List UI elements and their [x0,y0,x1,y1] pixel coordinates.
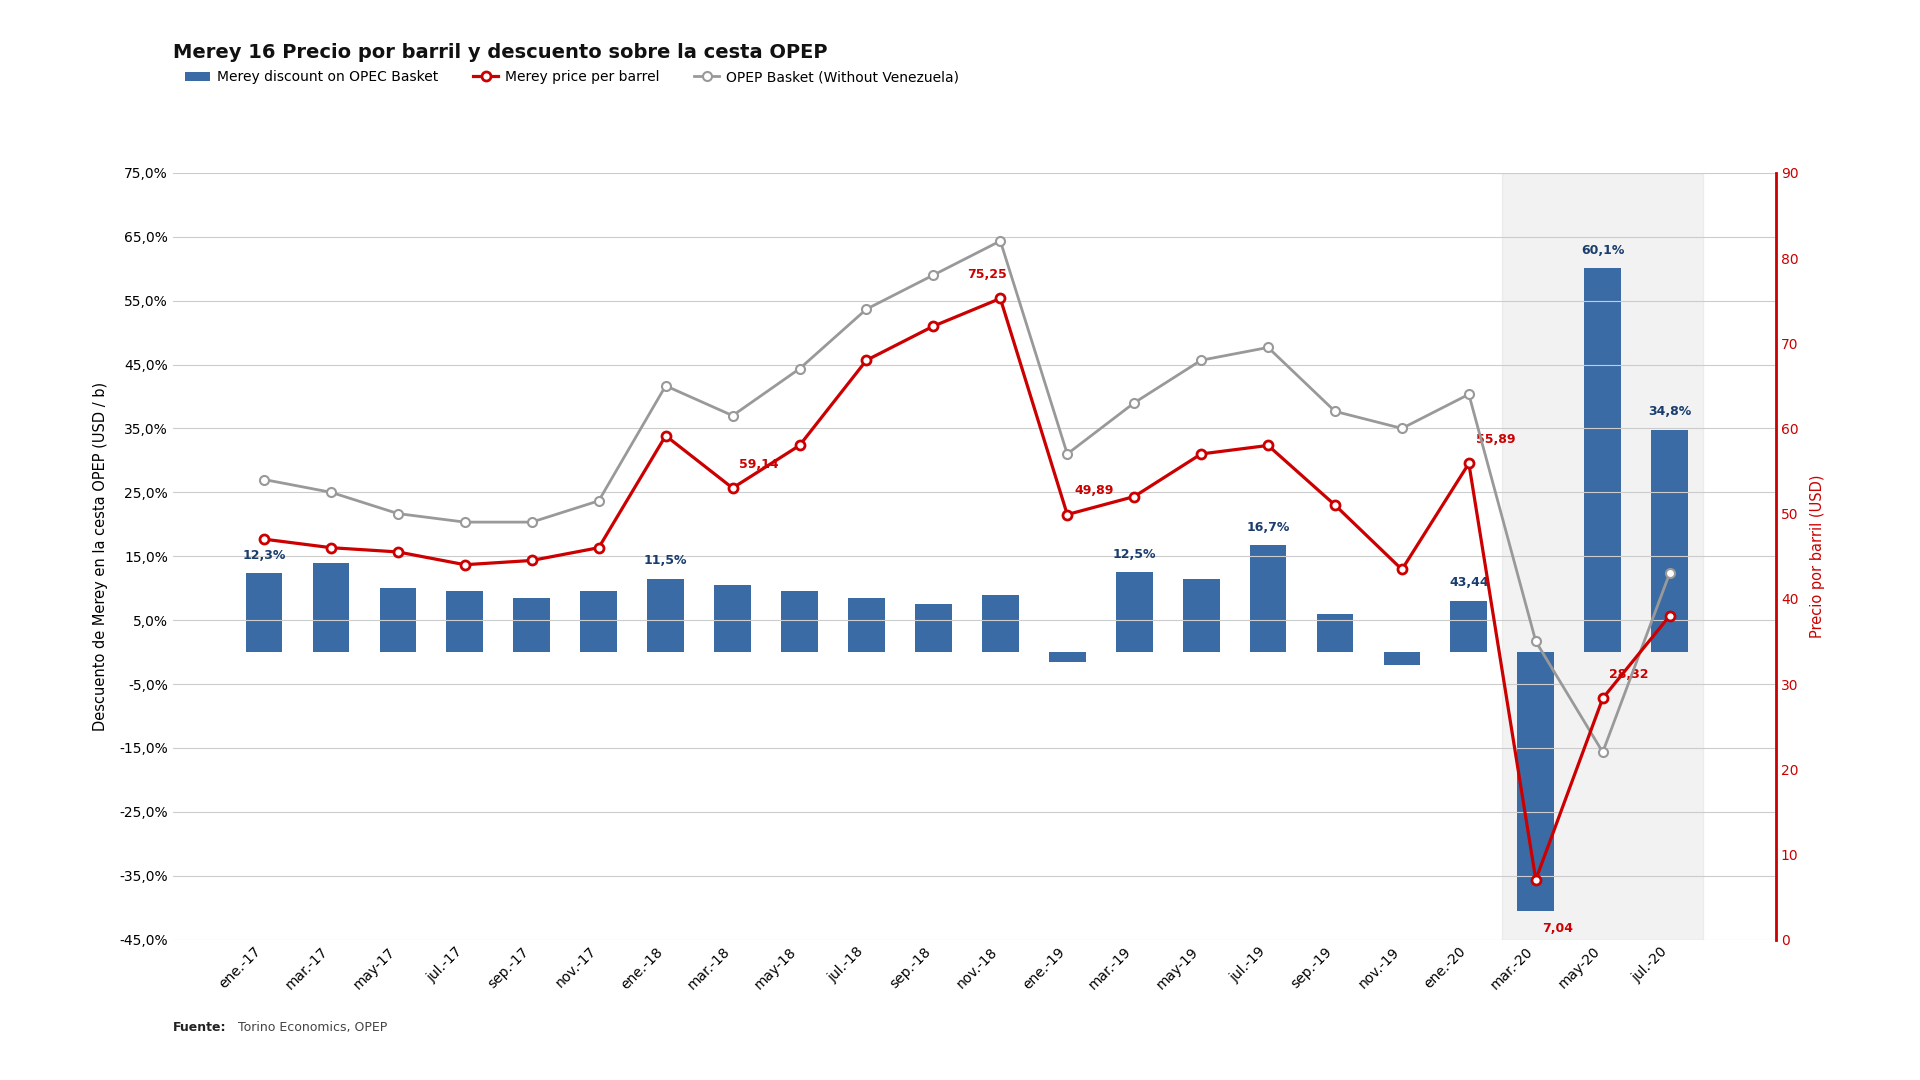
Bar [1048,652,1085,662]
Text: 16,7%: 16,7% [1246,521,1290,534]
Text: 60,1%: 60,1% [1580,243,1624,257]
Text: 7,04: 7,04 [1542,922,1574,935]
Text: 28,32: 28,32 [1609,669,1649,681]
Bar [849,597,885,652]
Legend: Merey discount on OPEC Basket, Merey price per barrel, OPEP Basket (Without Vene: Merey discount on OPEC Basket, Merey pri… [180,65,966,90]
Bar [1116,572,1152,652]
Bar [447,592,484,652]
Bar [1317,613,1354,652]
Y-axis label: Precio por barril (USD): Precio por barril (USD) [1809,474,1824,638]
Bar [1517,652,1553,910]
Bar [1584,268,1620,652]
Bar [1183,579,1219,652]
Bar [1651,430,1688,652]
Bar [981,594,1020,652]
Text: 11,5%: 11,5% [643,554,687,567]
Text: Merey 16 Precio por barril y descuento sobre la cesta OPEP: Merey 16 Precio por barril y descuento s… [173,43,828,63]
Y-axis label: Descuento de Merey en la cesta OPEP (USD / b): Descuento de Merey en la cesta OPEP (USD… [92,381,108,731]
Bar [246,573,282,652]
Bar [380,589,417,652]
Bar [1384,652,1421,665]
Bar [781,592,818,652]
Bar [916,604,952,652]
Bar [714,585,751,652]
Bar [1250,545,1286,652]
Text: 75,25: 75,25 [968,269,1006,282]
Bar [647,579,684,652]
Bar [313,563,349,652]
Text: Torino Economics, OPEP: Torino Economics, OPEP [234,1022,388,1035]
Text: 55,89: 55,89 [1476,433,1515,446]
Text: 49,89: 49,89 [1073,485,1114,498]
Bar [513,597,551,652]
Text: 12,3%: 12,3% [242,549,286,562]
Bar [580,592,616,652]
Text: 59,14: 59,14 [739,458,780,471]
Text: 12,5%: 12,5% [1112,548,1156,561]
Bar [1450,600,1488,652]
Bar [1501,173,1703,940]
Text: Fuente:: Fuente: [173,1022,227,1035]
Text: 43,44: 43,44 [1450,577,1488,590]
Text: 34,8%: 34,8% [1647,405,1692,418]
